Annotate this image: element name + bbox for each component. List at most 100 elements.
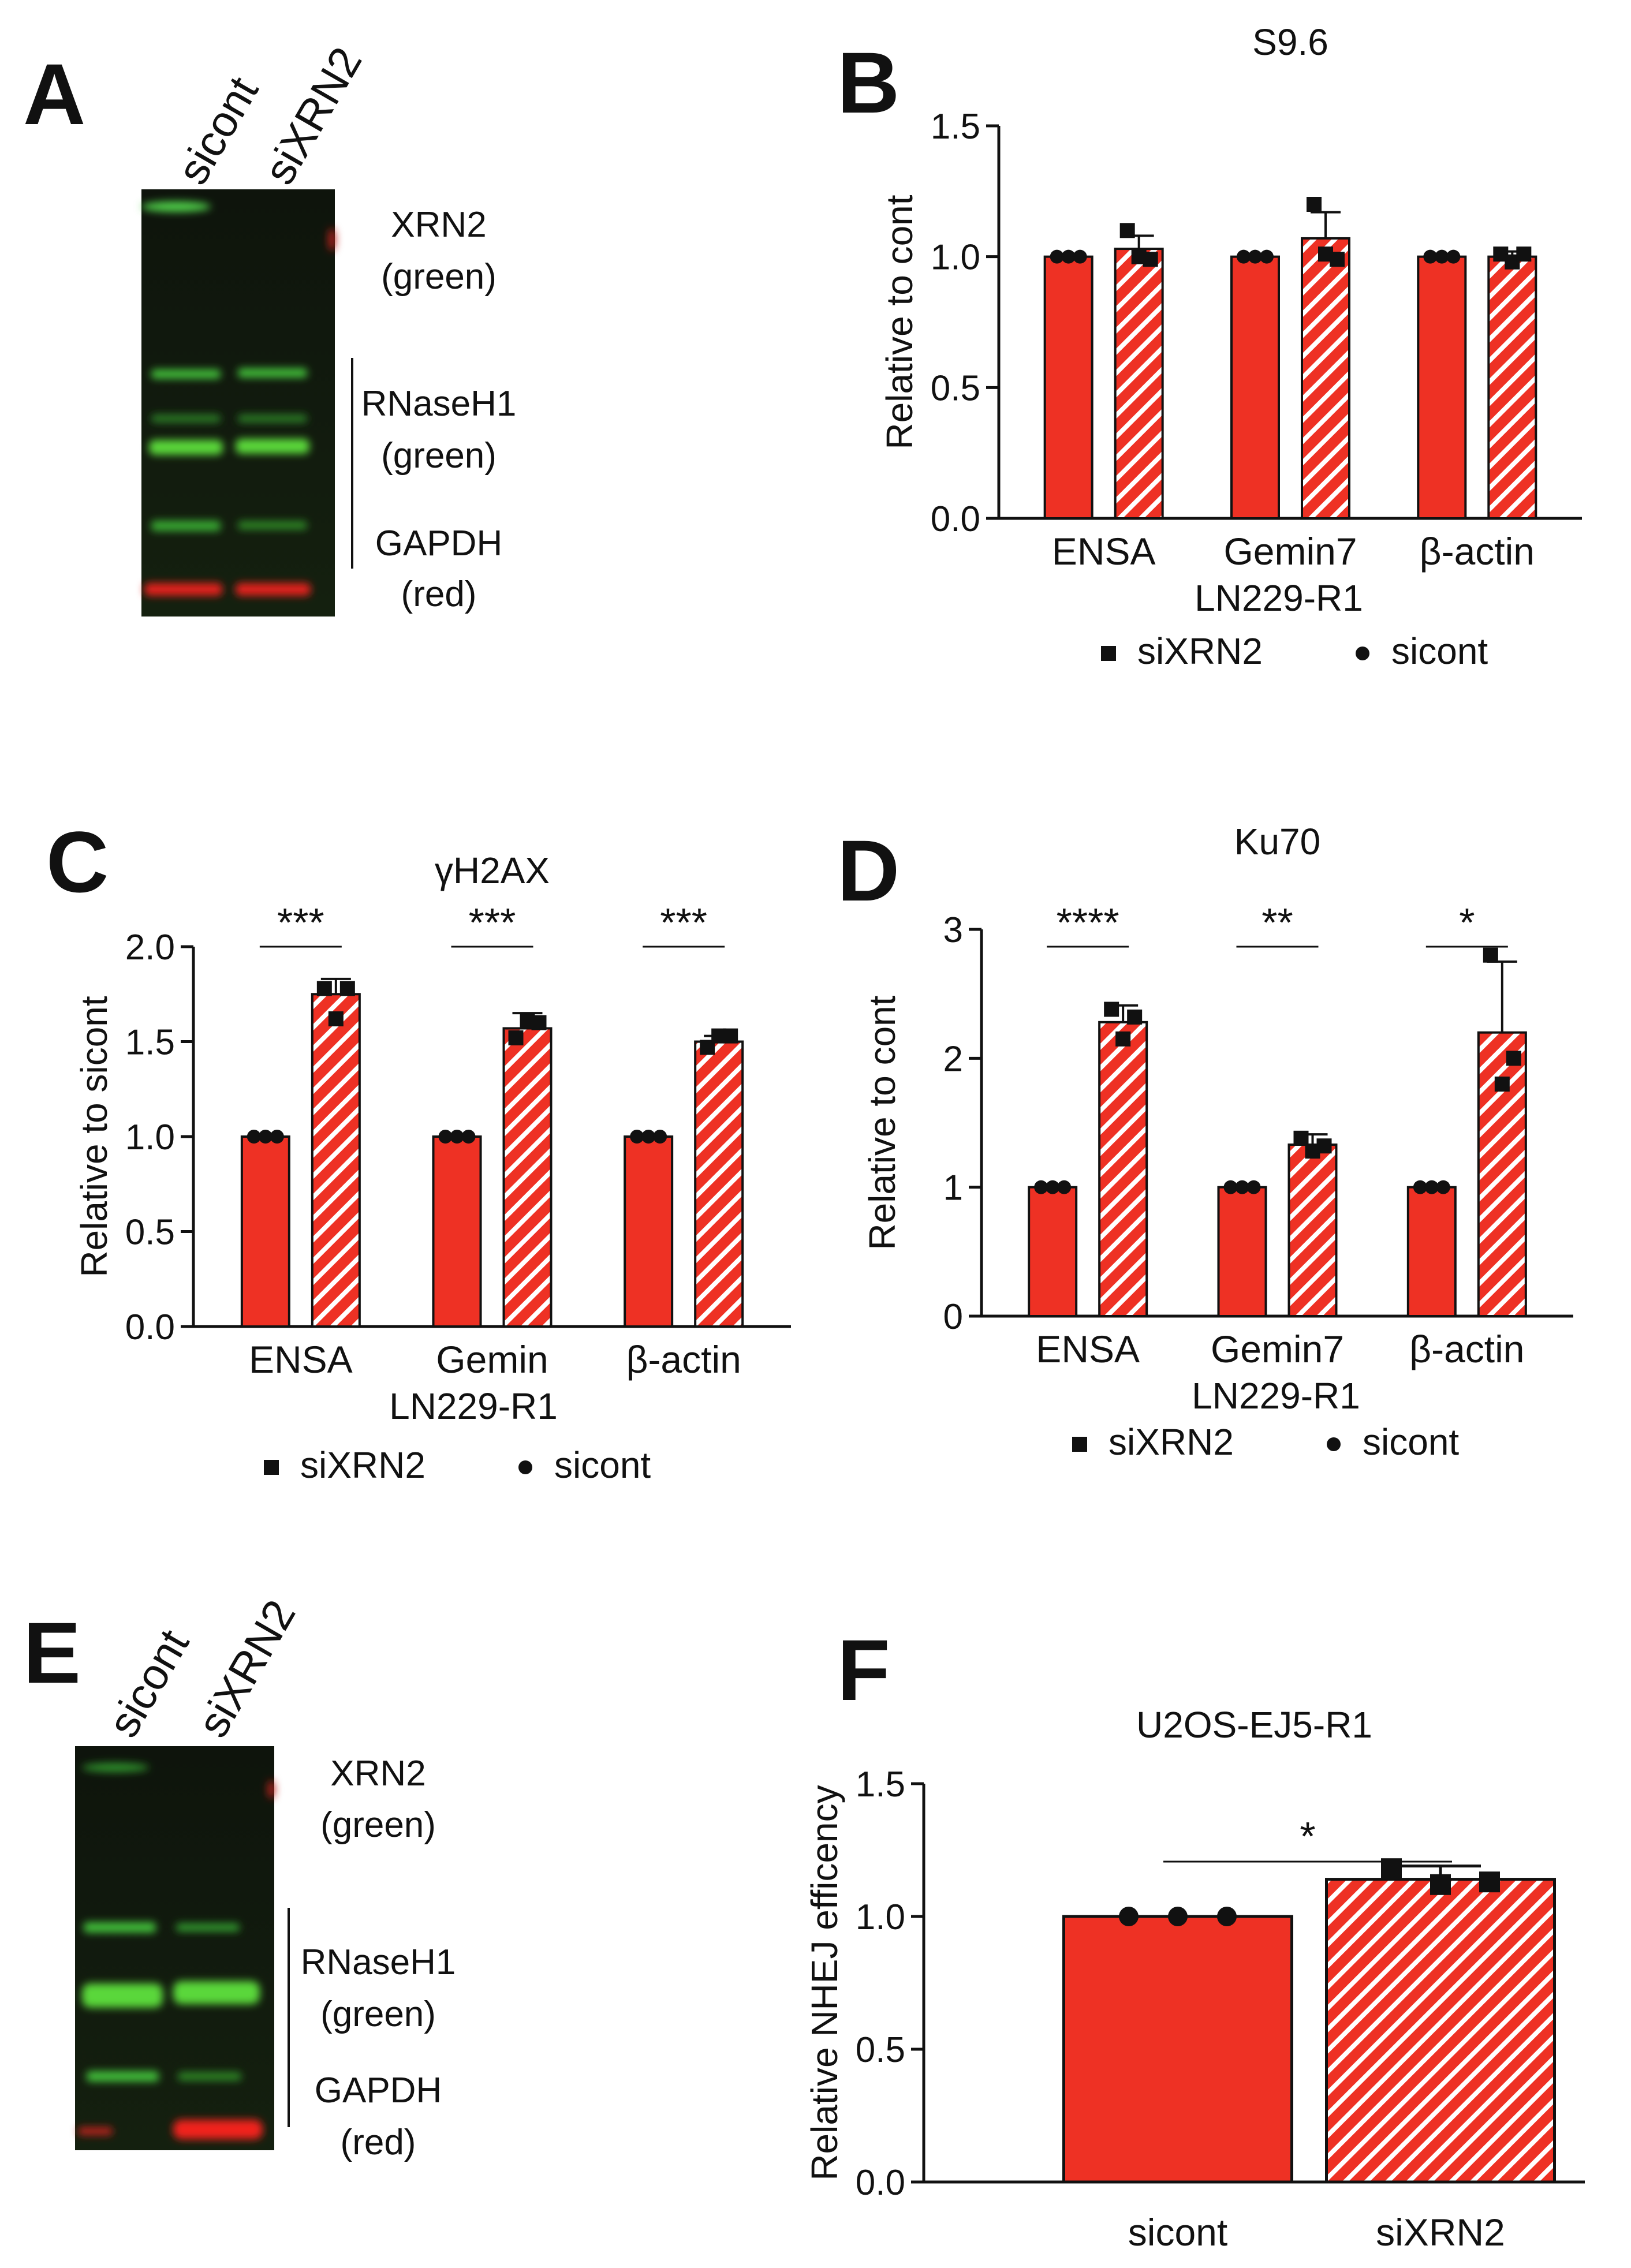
significance-stars: *** — [469, 900, 516, 945]
bar-sixrn2 — [1487, 255, 1537, 520]
legend-label-sixrn2: siXRN2 — [1109, 1421, 1234, 1463]
band-gapdh-color: (red) — [341, 2123, 416, 2162]
data-point-circle — [1248, 249, 1262, 264]
data-point-circle — [1034, 1180, 1048, 1194]
lane-label-sicont: sicont — [99, 1621, 199, 1745]
band-gapdh-label: GAPDH — [315, 2071, 442, 2110]
x-category-label: β-actin — [626, 1338, 741, 1381]
panel-b-label: B — [837, 34, 900, 131]
band-xrn2-label: XRN2 — [330, 1754, 426, 1794]
significance-stars: * — [1459, 900, 1475, 945]
chart-s9-6: 0.0 0.5 1.0 1.5 Relative to cont S9.6 ENSA Gemi… — [879, 21, 1582, 672]
data-point-square — [264, 1460, 279, 1475]
chart-nhej-efficiency: 0.0 0.5 1.0 1.5 Relative NHEJ efficency U2OS-… — [804, 1704, 1585, 2254]
data-point-square — [1127, 1009, 1143, 1025]
data-point-circle — [461, 1130, 476, 1144]
data-point-circle — [1435, 249, 1449, 264]
bar-sixrn2 — [1287, 1143, 1338, 1317]
y-tick-label: 2 — [943, 1039, 963, 1079]
legend-label-sicont: sicont — [554, 1444, 651, 1486]
legend-label-sixrn2: siXRN2 — [300, 1444, 426, 1486]
data-point-square — [1119, 223, 1135, 238]
data-point-circle — [1223, 1180, 1238, 1194]
lane-label-sicont: sicont — [168, 69, 268, 192]
data-point-circle — [1237, 249, 1251, 264]
band-rnaseh1-color: (green) — [320, 1994, 436, 2034]
panel-c-label: C — [46, 813, 109, 910]
data-point-circle — [1119, 1907, 1139, 1926]
band-xrn2-color: (green) — [381, 257, 497, 297]
data-point-square — [1479, 1871, 1500, 1893]
y-tick-label: 3 — [943, 910, 963, 950]
data-point-square — [1483, 947, 1498, 963]
data-point-circle — [630, 1130, 644, 1144]
chart-gamma-h2ax: 0.0 0.5 1.0 1.5 2.0 Relative to sicont γH2AX EN… — [73, 850, 791, 1486]
legend-label-sixrn2: siXRN2 — [1137, 630, 1263, 672]
bar-sicont — [1417, 255, 1467, 520]
band-rnaseh1-color: (green) — [381, 436, 497, 476]
band-gapdh-label: GAPDH — [375, 524, 502, 563]
data-point-circle — [1356, 647, 1369, 660]
data-point-circle — [653, 1130, 667, 1144]
cell-line-label: LN229-R1 — [389, 1385, 558, 1427]
y-tick-label: 0 — [943, 1297, 963, 1337]
data-point-circle — [1061, 249, 1076, 264]
data-point-circle — [1413, 1180, 1427, 1194]
data-point-circle — [1260, 249, 1274, 264]
significance-stars: *** — [277, 900, 324, 945]
y-axis-title: Relative to cont — [879, 195, 920, 449]
bar-sicont — [240, 1135, 290, 1328]
data-point-circle — [438, 1130, 453, 1144]
bar-sixrn2 — [1114, 248, 1164, 520]
data-point-circle — [1246, 1180, 1261, 1194]
band-xrn2-color: (green) — [320, 1805, 436, 1845]
bar-sicont — [432, 1135, 482, 1328]
data-point-square — [1143, 252, 1158, 267]
x-category-label: siXRN2 — [1376, 2211, 1505, 2254]
panel-d-label: D — [837, 822, 900, 919]
panel-f-label: F — [837, 1621, 890, 1718]
data-point-circle — [1423, 249, 1438, 264]
x-category-label: sicont — [1128, 2211, 1227, 2254]
band-rnaseh1-label: RNaseH1 — [361, 384, 517, 424]
data-point-square — [316, 981, 332, 996]
data-point-circle — [258, 1130, 273, 1144]
panel-e-label: E — [23, 1604, 81, 1701]
y-axis-title: Relative NHEJ efficency — [804, 1785, 845, 2180]
y-tick-label: 1.0 — [125, 1118, 175, 1157]
data-point-circle — [1057, 1180, 1072, 1194]
bar-sixrn2 — [1098, 1021, 1148, 1318]
data-point-square — [508, 1030, 524, 1045]
y-tick-label: 1.0 — [856, 1897, 905, 1937]
data-point-circle — [1446, 249, 1461, 264]
bar-sixrn2 — [1477, 1031, 1527, 1317]
data-point-circle — [641, 1130, 656, 1144]
y-axis-title: Relative to sicont — [73, 996, 115, 1277]
bar-sixrn2 — [1325, 1878, 1556, 2184]
data-point-square — [1072, 1437, 1087, 1452]
data-point-circle — [1046, 1180, 1060, 1194]
data-point-square — [531, 1015, 547, 1030]
chart-title: U2OS-EJ5-R1 — [1136, 1704, 1372, 1746]
data-point-circle — [1050, 249, 1064, 264]
data-point-square — [1115, 1031, 1131, 1047]
panel-a-label: A — [23, 46, 85, 143]
bar-sixrn2 — [502, 1027, 553, 1328]
y-tick-label: 1.5 — [856, 1765, 905, 1804]
y-tick-label: 0.5 — [931, 368, 980, 408]
y-tick-label: 1.5 — [125, 1023, 175, 1063]
data-point-square — [1101, 646, 1116, 661]
data-point-square — [1430, 1874, 1451, 1895]
data-point-circle — [1235, 1180, 1249, 1194]
band-xrn2-label: XRN2 — [391, 205, 486, 245]
x-category-label: Gemin7 — [1223, 530, 1357, 573]
data-point-square — [1104, 1002, 1119, 1017]
y-tick-label: 0.5 — [125, 1213, 175, 1253]
data-point-circle — [1327, 1437, 1341, 1451]
bar-sicont — [1043, 255, 1093, 520]
blot-image — [141, 189, 335, 616]
x-category-label: ENSA — [249, 1338, 353, 1381]
x-category-label: β-actin — [1420, 530, 1535, 573]
